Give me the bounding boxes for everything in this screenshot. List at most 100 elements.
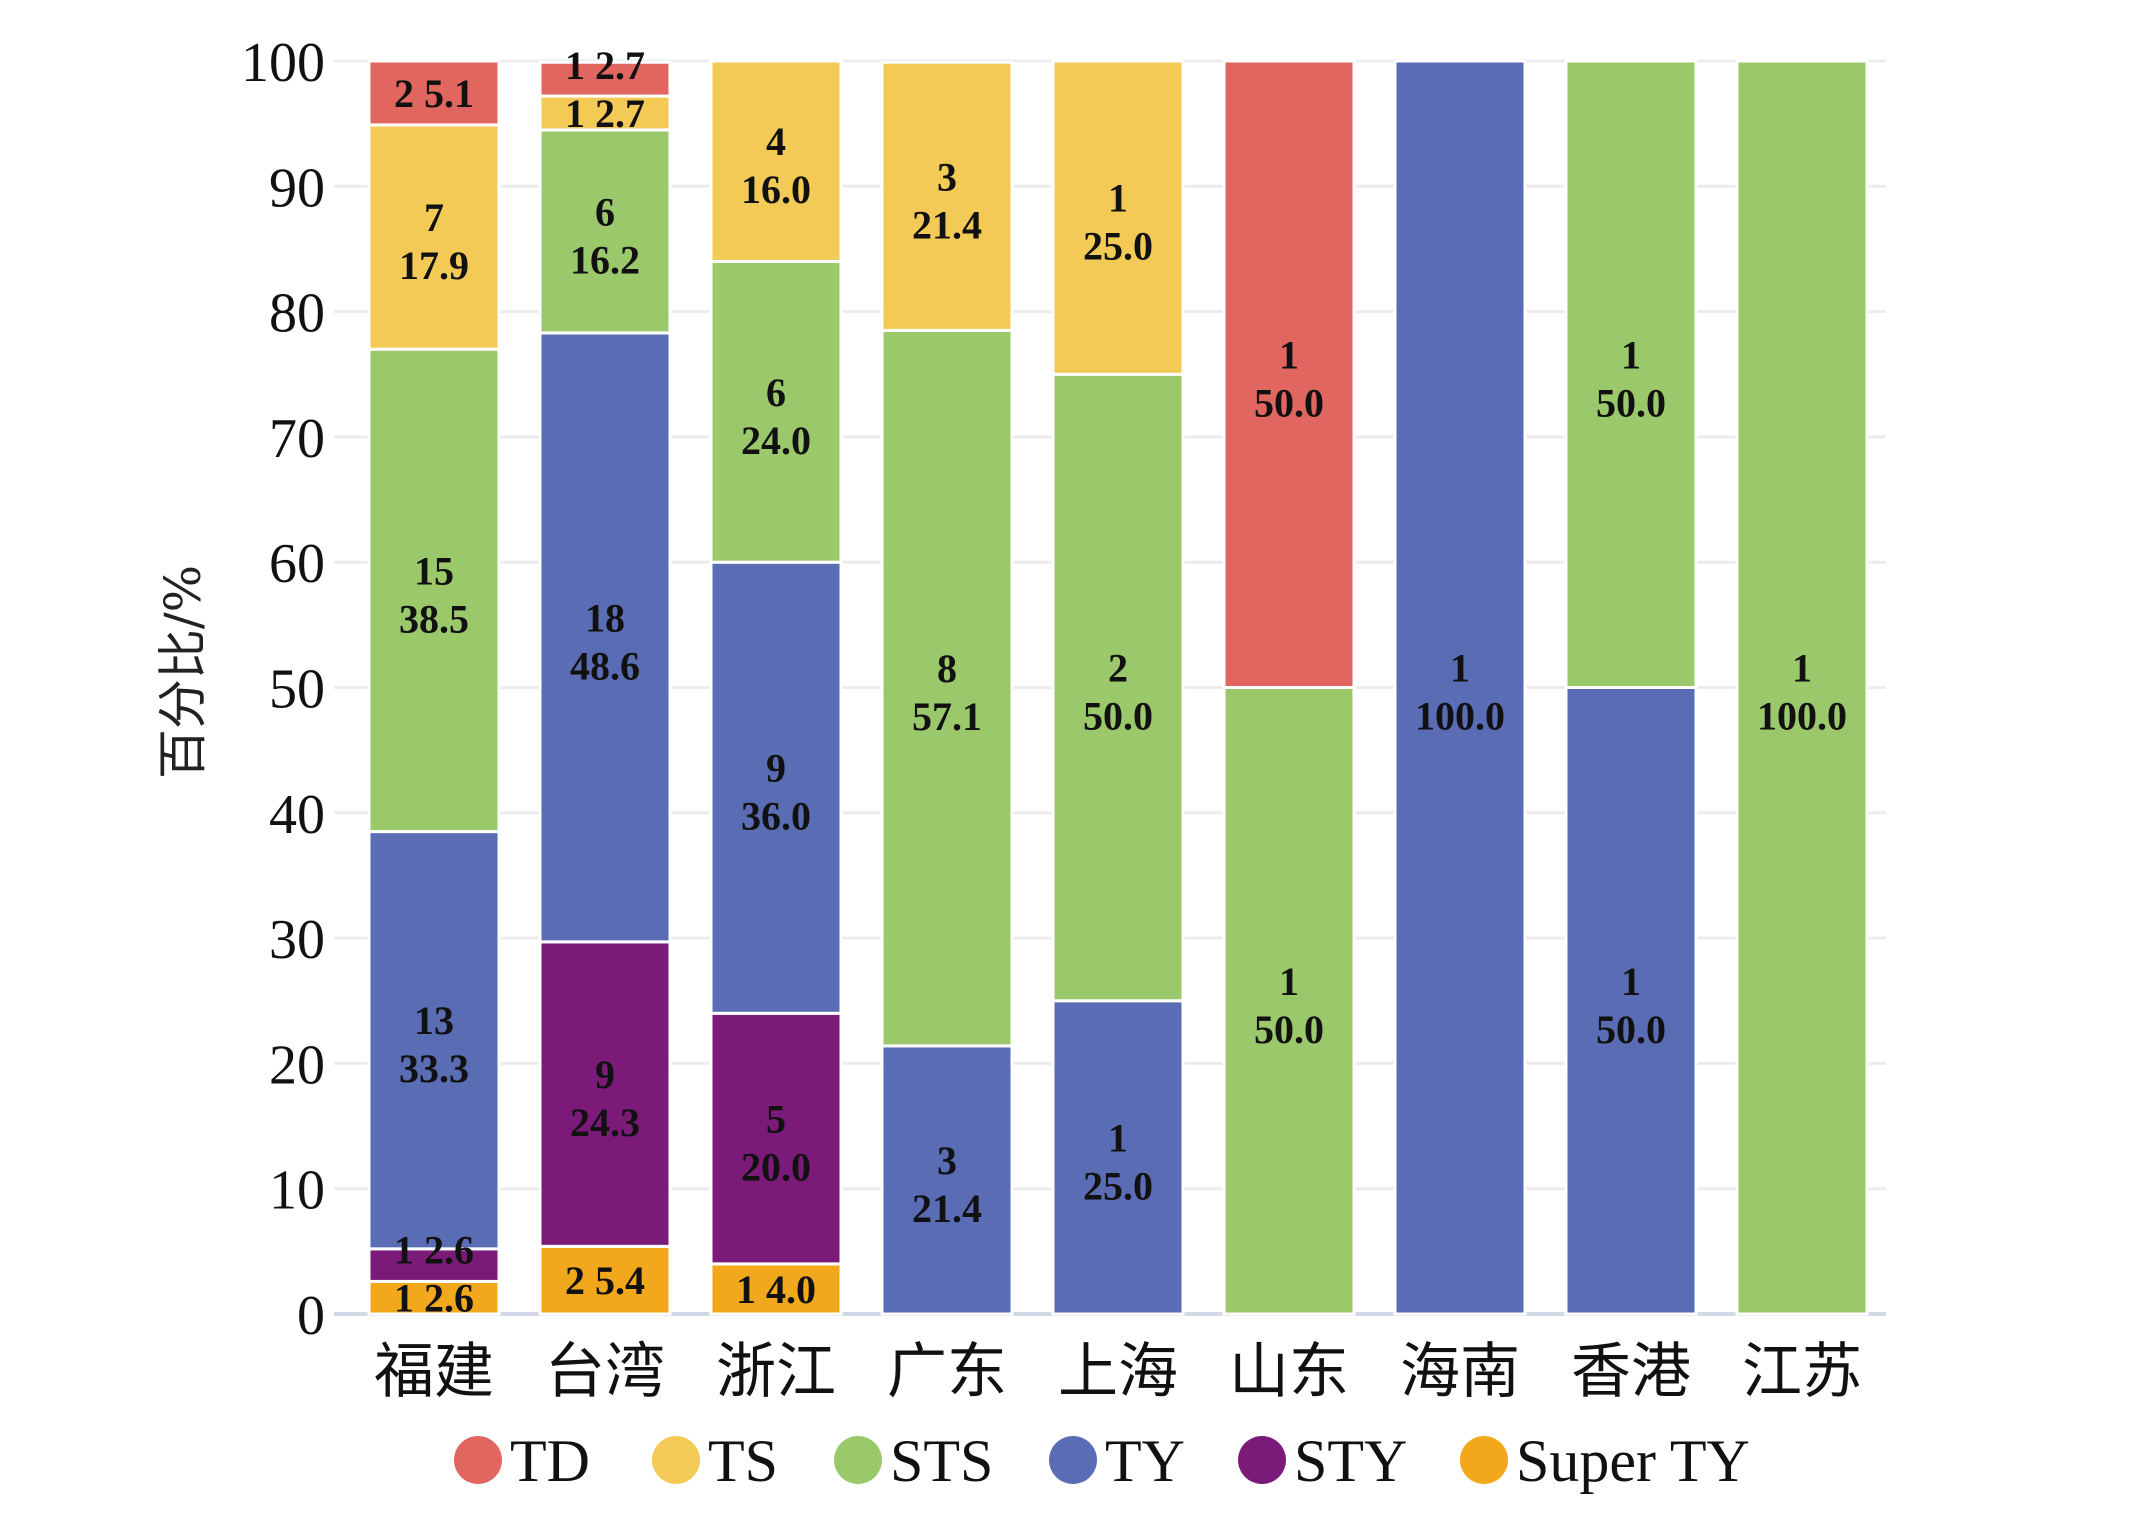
legend-marker-icon xyxy=(834,1436,882,1484)
data-label-count: 6 xyxy=(766,370,786,415)
data-label-count: 7 xyxy=(424,195,444,240)
legend-label: Super TY xyxy=(1516,1428,1750,1494)
data-label-percent: 50.0 xyxy=(1083,694,1153,739)
x-tick-label: 江苏 xyxy=(1742,1337,1862,1407)
data-label-count: 15 xyxy=(414,548,454,593)
y-tick-label: 80 xyxy=(269,283,325,345)
legend-label: TD xyxy=(510,1428,590,1494)
y-tick-label: 10 xyxy=(269,1160,325,1222)
data-label: 2 5.4 xyxy=(565,1258,645,1303)
data-label-percent: 48.6 xyxy=(570,643,640,688)
legend-item-sts: STS xyxy=(834,1428,993,1494)
data-label-count: 5 xyxy=(766,1097,786,1142)
bar-segment-super-ty xyxy=(709,1262,843,1316)
data-label-percent: 2.7 xyxy=(595,43,645,88)
data-label: 924.3 xyxy=(570,1052,640,1145)
legend-marker-icon xyxy=(652,1436,700,1484)
bar-segment-ty xyxy=(1564,686,1698,1316)
bar-segment-sts xyxy=(880,328,1014,1048)
y-tick-label: 70 xyxy=(269,408,325,470)
data-label-count: 1 xyxy=(1621,959,1641,1004)
bar-segment-sts xyxy=(1051,372,1185,1003)
bar-segment-ty xyxy=(880,1044,1014,1316)
legend-marker-icon xyxy=(454,1436,502,1484)
legend-label: TS xyxy=(708,1428,778,1494)
y-tick-label: 20 xyxy=(269,1034,325,1096)
data-label-percent: 20.0 xyxy=(741,1145,811,1190)
data-label: 616.2 xyxy=(570,189,640,282)
y-axis-title: 百分比/% xyxy=(154,565,212,779)
data-label-count: 4 xyxy=(766,119,786,164)
data-label-count: 18 xyxy=(585,595,625,640)
bar-segment-super-ty xyxy=(367,1279,501,1316)
legend-label: STY xyxy=(1294,1428,1407,1494)
data-label: 1 2.6 xyxy=(394,1228,474,1273)
bar-segment-sts xyxy=(538,128,672,335)
data-label: 1 2.7 xyxy=(565,43,645,88)
data-label-percent: 50.0 xyxy=(1254,1007,1324,1052)
data-label-count: 3 xyxy=(937,154,957,199)
legend-item-ts: TS xyxy=(652,1428,778,1494)
data-label-percent: 33.3 xyxy=(399,1046,469,1091)
data-label: 1 4.0 xyxy=(736,1267,816,1312)
y-tick-label: 60 xyxy=(269,533,325,595)
y-tick-label: 100 xyxy=(241,32,325,94)
data-label: 321.4 xyxy=(912,154,982,247)
data-label-count: 1 xyxy=(394,1276,414,1321)
legend-marker-icon xyxy=(1460,1436,1508,1484)
data-label-percent: 5.4 xyxy=(595,1258,645,1303)
data-label-percent: 24.3 xyxy=(570,1100,640,1145)
data-label-percent: 5.1 xyxy=(424,71,474,116)
data-label: 150.0 xyxy=(1596,959,1666,1052)
data-label: 125.0 xyxy=(1083,176,1153,269)
data-label: 2 5.1 xyxy=(394,71,474,116)
data-label-count: 1 xyxy=(1108,1115,1128,1160)
x-tick-label: 福建 xyxy=(374,1337,494,1407)
x-tick-label: 台湾 xyxy=(545,1337,665,1407)
y-tick-label: 30 xyxy=(269,909,325,971)
x-tick-label: 山东 xyxy=(1229,1337,1349,1407)
bar-segment-sty xyxy=(538,940,672,1248)
y-tick-label: 40 xyxy=(269,784,325,846)
bars xyxy=(367,59,1869,1316)
data-label: 150.0 xyxy=(1254,959,1324,1052)
bar-segment-ts xyxy=(367,123,501,351)
data-label-count: 6 xyxy=(595,189,615,234)
data-label-count: 1 xyxy=(1279,332,1299,377)
data-label-percent: 16.2 xyxy=(570,237,640,282)
data-label-count: 1 xyxy=(1792,646,1812,691)
data-label-text: 1 2.7 xyxy=(565,43,645,88)
data-label-percent: 21.4 xyxy=(912,202,982,247)
data-label-percent: 25.0 xyxy=(1083,224,1153,269)
data-label-count: 3 xyxy=(937,1138,957,1183)
data-label-count: 1 xyxy=(1450,646,1470,691)
data-label-count: 1 xyxy=(565,91,585,136)
y-tick-label: 90 xyxy=(269,157,325,219)
bar-segment-sts xyxy=(709,259,843,564)
data-label-count: 2 xyxy=(394,71,414,116)
data-label: 520.0 xyxy=(741,1097,811,1190)
data-label: 1 2.7 xyxy=(565,91,645,136)
data-label-count: 1 xyxy=(1108,176,1128,221)
data-label: 936.0 xyxy=(741,746,811,839)
data-label-percent: 2.6 xyxy=(424,1228,474,1273)
data-label-percent: 100.0 xyxy=(1415,694,1505,739)
y-tick-label: 50 xyxy=(269,659,325,721)
data-label: 1 2.6 xyxy=(394,1276,474,1321)
legend-marker-icon xyxy=(1238,1436,1286,1484)
data-label: 321.4 xyxy=(912,1138,982,1231)
y-axis-ticks: 0 10 20 30 40 50 60 70 80 90 100 xyxy=(241,32,325,1347)
x-tick-label: 海南 xyxy=(1400,1337,1520,1407)
legend-marker-icon xyxy=(1049,1436,1097,1484)
bar-segment-ty xyxy=(367,830,501,1251)
data-label-count: 9 xyxy=(766,746,786,791)
x-tick-label: 上海 xyxy=(1058,1337,1178,1407)
legend-item-super-ty: Super TY xyxy=(1460,1428,1750,1494)
bar-segment-sts xyxy=(1564,59,1698,689)
data-label-percent: 57.1 xyxy=(912,694,982,739)
